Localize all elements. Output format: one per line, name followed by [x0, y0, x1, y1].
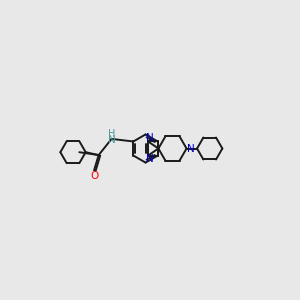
Text: H: H — [108, 130, 115, 140]
Text: N: N — [146, 133, 154, 142]
Text: N: N — [187, 143, 195, 154]
Text: N: N — [146, 154, 154, 164]
Text: O: O — [90, 171, 98, 181]
Text: N: N — [108, 135, 116, 146]
